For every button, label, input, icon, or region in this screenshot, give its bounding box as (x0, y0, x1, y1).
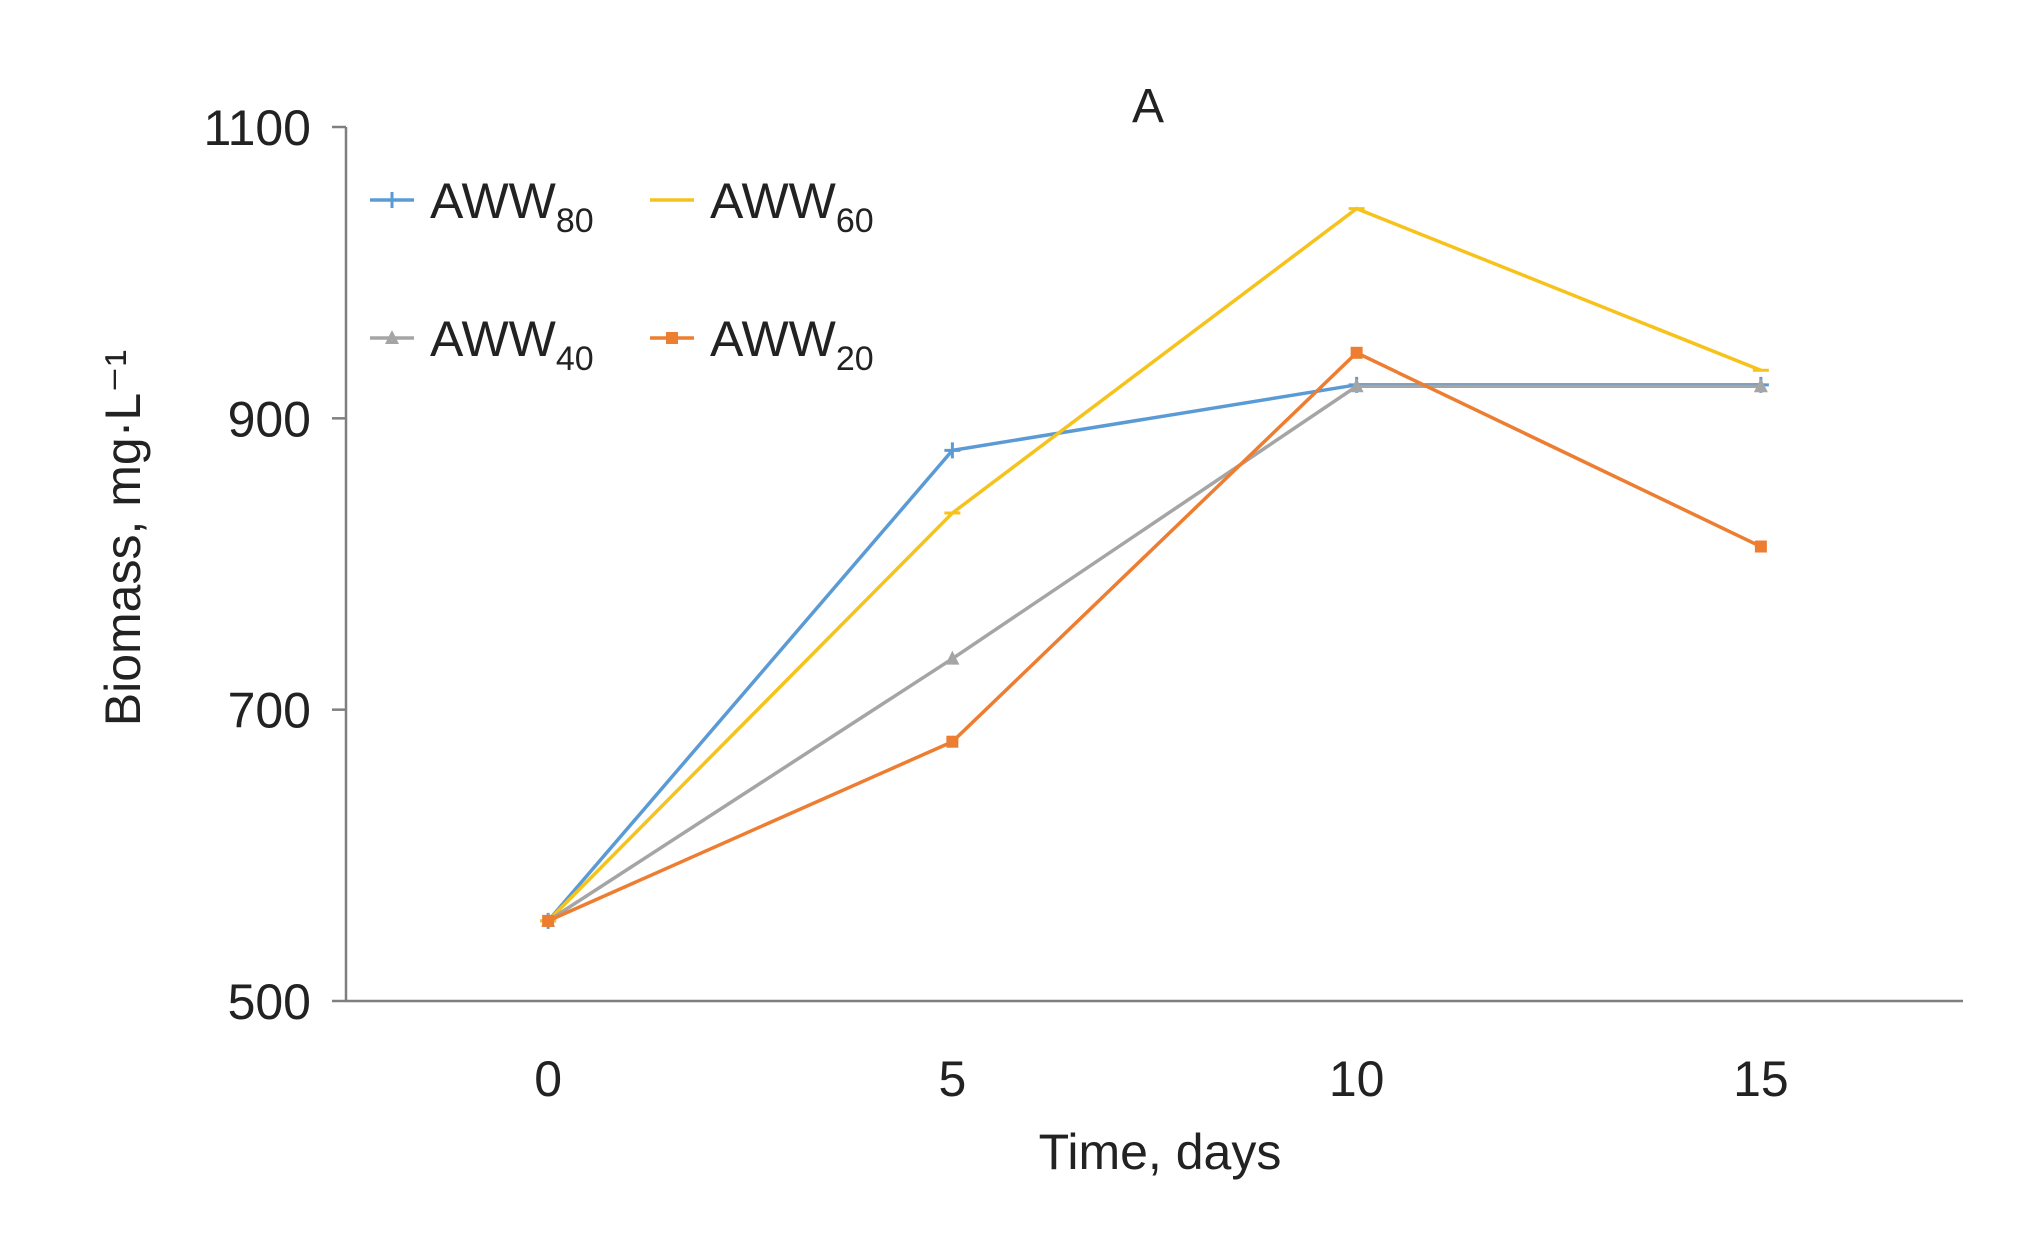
x-axis-title: Time, days (1039, 1124, 1282, 1180)
legend: AWW80 AWW60 AWW40 AWW20 (370, 173, 874, 378)
data-point-aww-20 (1350, 346, 1363, 359)
legend-item-aww-20: AWW20 (650, 311, 874, 378)
series-layer (540, 206, 1769, 929)
data-point-aww-80 (944, 442, 961, 459)
data-point-aww-40 (945, 650, 960, 665)
y-tick-label: 1100 (203, 100, 311, 156)
legend-label: AWW60 (710, 173, 874, 240)
x-tick-label: 10 (1329, 1051, 1385, 1107)
chart-title: A (1132, 80, 1164, 133)
legend-swatch-marker (385, 330, 399, 344)
data-point-aww-40 (1349, 378, 1364, 393)
legend-item-aww-60: AWW60 (650, 173, 874, 240)
y-tick-label: 900 (228, 391, 311, 447)
series-line-aww-40 (547, 384, 1761, 923)
legend-label: AWW80 (430, 173, 594, 240)
legend-item-aww-40: AWW40 (370, 311, 594, 378)
series-line-aww-60 (546, 206, 1762, 923)
x-tick-label: 0 (534, 1051, 562, 1107)
series-aww-60 (540, 206, 1769, 923)
legend-label: AWW40 (430, 311, 594, 378)
data-point-aww-40 (1753, 378, 1768, 393)
x-tick-label: 15 (1733, 1051, 1789, 1107)
y-axis-ticks: 500 700 900 1100 (203, 100, 346, 1030)
legend-item-aww-80: AWW80 (370, 173, 594, 240)
x-axis-ticks: 0 5 10 15 (534, 1051, 1788, 1107)
x-tick-label: 5 (938, 1051, 966, 1107)
y-tick-label: 700 (228, 683, 311, 739)
y-axis-title: Biomass, mg·L⁻¹ (95, 350, 151, 726)
data-point-aww-20 (542, 914, 555, 927)
legend-label: AWW20 (710, 311, 874, 378)
legend-swatch-marker (384, 192, 400, 208)
series-line-aww-20 (547, 350, 1762, 923)
legend-swatch-marker (666, 332, 678, 344)
data-point-aww-20 (946, 735, 959, 748)
series-aww-20 (542, 346, 1767, 927)
data-point-aww-20 (1754, 540, 1767, 553)
y-tick-label: 500 (228, 974, 311, 1030)
